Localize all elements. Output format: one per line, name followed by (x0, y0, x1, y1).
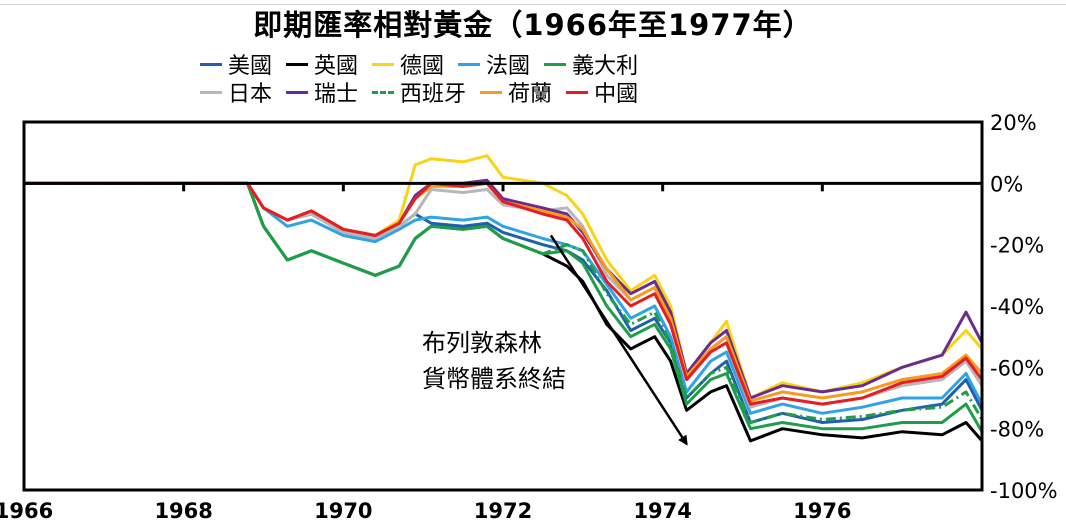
legend-item: 荷蘭 (480, 76, 552, 108)
legend-label: 瑞士 (314, 82, 359, 107)
annotation-line-2: 貨幣體系終結 (422, 365, 566, 393)
annotation-line-1: 布列敦森林 (422, 329, 542, 357)
series-layer (24, 154, 984, 443)
y-tick-label: -40% (990, 295, 1044, 319)
legend-item: 英國 (286, 48, 358, 80)
legend-label: 中國 (594, 82, 639, 107)
x-labels-layer: 1966 1968 1970 1972 1974 1976 (0, 499, 852, 523)
y-tick-label: -80% (990, 418, 1044, 442)
legend-label: 德國 (400, 54, 445, 79)
legend-swatch (372, 62, 395, 66)
x-tick-label: 1970 (314, 499, 372, 523)
y-tick-label: 0% (990, 172, 1023, 196)
legend-swatch (372, 90, 395, 94)
y-tick-label: -100% (990, 479, 1058, 503)
legend-label: 荷蘭 (508, 82, 553, 107)
x-tick-label: 1976 (793, 499, 851, 523)
x-tick-label: 1974 (633, 499, 691, 523)
annotation-arrow (549, 234, 688, 446)
legend-swatch (566, 90, 589, 94)
x-tick-label: 1972 (474, 499, 532, 523)
legend-swatch (200, 90, 222, 94)
legend-row: 美國 英國 德國 法國 義大利 (200, 48, 880, 80)
top-rule (0, 4, 1066, 5)
legend-label: 日本 (228, 82, 273, 107)
legend-item: 日本 (200, 76, 272, 108)
plot-frame (22, 120, 984, 492)
legend: 美國 英國 德國 法國 義大利 日本 瑞士 西班牙 荷蘭 中國 (200, 48, 880, 108)
y-tick-label: -20% (990, 234, 1044, 258)
legend-swatch (544, 62, 567, 66)
y-labels-layer: 20% 0% -20% -40% -60% -80% -100% (990, 111, 1058, 503)
legend-swatch (200, 62, 222, 66)
legend-item: 瑞士 (286, 76, 358, 108)
series-line (24, 181, 984, 433)
legend-item: 中國 (566, 76, 638, 108)
legend-label: 英國 (314, 54, 359, 79)
legend-item: 德國 (372, 48, 444, 80)
legend-swatch (480, 90, 503, 94)
y-tick-label: 20% (990, 111, 1037, 135)
legend-label: 西班牙 (400, 82, 467, 107)
legend-item: 義大利 (544, 48, 638, 80)
annotation: 布列敦森林 貨幣體系終結 (422, 325, 566, 397)
chart-title: 即期匯率相對黃金（1966年至1977年） (0, 2, 1066, 44)
legend-item: 西班牙 (372, 76, 466, 108)
legend-swatch (286, 62, 309, 66)
x-tick-label: 1968 (154, 499, 212, 523)
x-tick-label: 1966 (0, 499, 53, 523)
legend-item: 美國 (200, 48, 272, 80)
legend-label: 美國 (228, 54, 273, 79)
series-line (24, 181, 984, 424)
legend-label: 義大利 (572, 54, 639, 79)
legend-swatch (286, 90, 309, 94)
y-tick-label: -60% (990, 356, 1044, 380)
legend-swatch (458, 62, 481, 66)
legend-item: 法國 (458, 48, 530, 80)
chart-title-text: 即期匯率相對黃金（1966年至1977年） (243, 8, 823, 42)
legend-label: 法國 (486, 54, 531, 79)
series-line (24, 181, 984, 406)
legend-row: 日本 瑞士 西班牙 荷蘭 中國 (200, 76, 880, 108)
